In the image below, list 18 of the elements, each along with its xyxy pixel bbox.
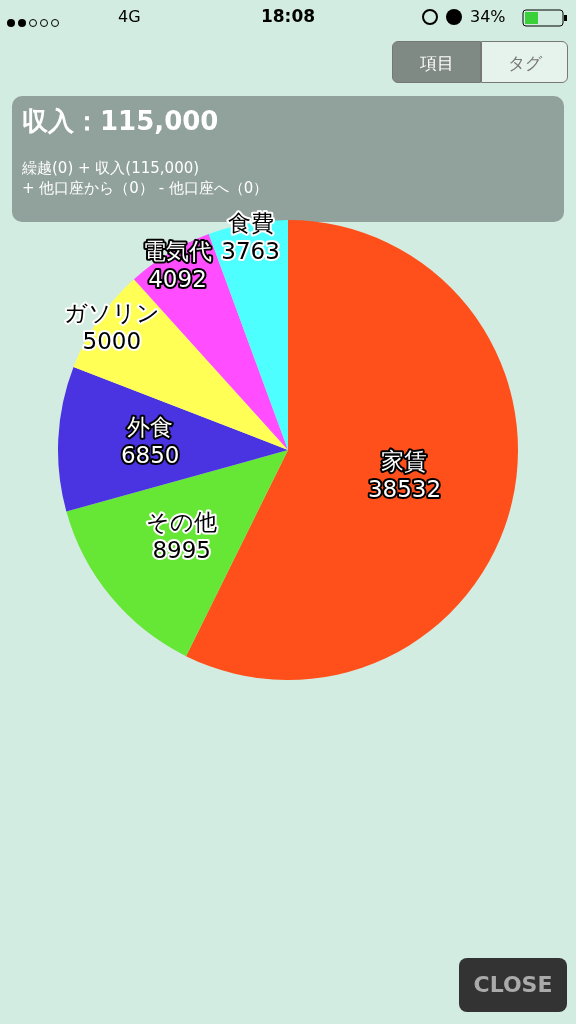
slice-label: その他: [146, 508, 218, 535]
text: 34%: [470, 7, 506, 26]
chart-title: 収入：115,000: [22, 105, 219, 138]
data-label: 6850: [120, 442, 180, 469]
data-label: 4092: [148, 265, 207, 292]
text: タグ: [481, 41, 568, 83]
text: 4G: [118, 7, 141, 26]
data-label: 5000: [82, 327, 142, 354]
data-label: 3763: [221, 238, 280, 265]
chart-subtitle: 繰越(0) + 収入(115,000) + 他口座から（0） - 他口座へ（0）: [22, 158, 269, 198]
text: 項目: [392, 41, 481, 83]
slice-label: 食費: [227, 210, 274, 237]
data-label: 8995: [152, 536, 211, 563]
slice-label: 家賃: [381, 448, 428, 475]
text: CLOSE: [459, 958, 567, 1012]
text: 18:08: [260, 6, 316, 26]
slice-label: 外食: [127, 414, 174, 441]
data-label: 38532: [367, 476, 442, 503]
